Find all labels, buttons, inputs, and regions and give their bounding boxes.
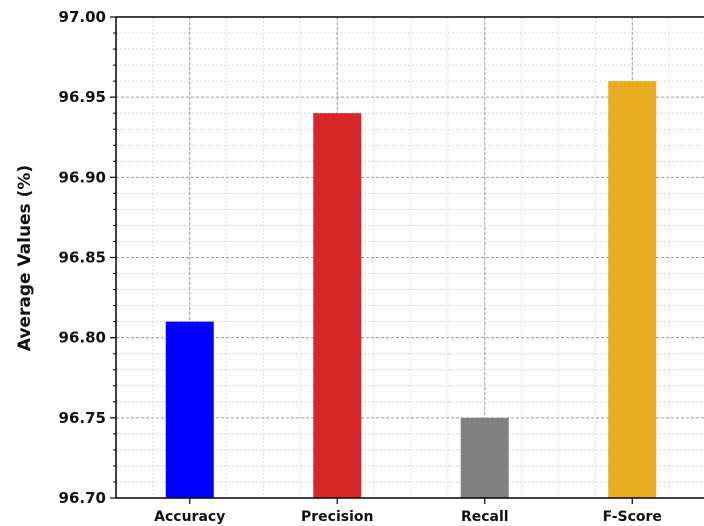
y-tick-label: 96.90 [59, 168, 106, 186]
x-tick-label: Recall [461, 509, 509, 525]
y-tick-label: 96.70 [59, 489, 106, 507]
y-axis-label: Average Values (%) [15, 165, 35, 351]
y-tick-label: 96.75 [59, 409, 106, 427]
bar-recall [460, 417, 509, 498]
y-tick-labels: 96.70 96.75 96.80 96.85 96.90 96.95 97.00 [59, 8, 106, 507]
x-tick-label: Precision [301, 509, 373, 525]
bar-f-score [608, 81, 657, 498]
y-tick-label: 96.95 [59, 88, 106, 106]
axes-frame [110, 16, 704, 504]
bar-accuracy [165, 321, 214, 498]
bars [165, 81, 657, 498]
x-tick-label: F-Score [603, 509, 662, 525]
x-tick-labels: Accuracy Precision Recall F-Score [154, 509, 662, 525]
y-tick-label: 96.85 [59, 249, 106, 267]
bar-precision [313, 113, 362, 498]
x-tick-label: Accuracy [154, 509, 225, 525]
y-tick-label: 97.00 [59, 8, 106, 26]
y-tick-label: 96.80 [59, 329, 106, 347]
